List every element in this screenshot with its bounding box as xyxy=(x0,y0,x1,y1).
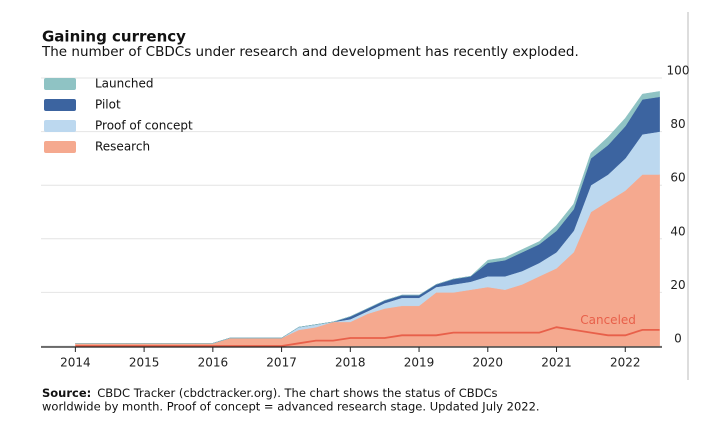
canceled-line xyxy=(75,326,660,347)
y-tick-label: 20 xyxy=(670,278,685,292)
x-tick-label: 2016 xyxy=(198,356,229,370)
x-tick-label: 2021 xyxy=(541,356,572,370)
x-tick-label: 2014 xyxy=(60,356,91,370)
x-tick-label: 2017 xyxy=(266,356,297,370)
legend-swatch xyxy=(44,78,76,90)
chart-title: Gaining currency xyxy=(42,28,186,46)
x-tick-label: 2018 xyxy=(335,356,366,370)
x-tick-label: 2020 xyxy=(473,356,504,370)
x-tick-label: 2022 xyxy=(610,356,641,370)
area xyxy=(75,174,660,347)
y-tick-label: 0 xyxy=(674,332,682,346)
x-tick-label: 2019 xyxy=(404,356,435,370)
source-note: Source: CBDC Tracker (cbdctracker.org). T… xyxy=(42,386,498,400)
legend-label: Proof of concept xyxy=(95,119,193,133)
x-tick-label: 2015 xyxy=(129,356,160,370)
legend-label: Research xyxy=(95,140,150,154)
y-tick-label: 80 xyxy=(670,117,685,131)
source-line: CBDC Tracker (cbdctracker.org). The char… xyxy=(97,386,497,400)
chart-subtitle: The number of CBDCs under research and d… xyxy=(41,44,579,60)
source-line: worldwide by month. Proof of concept = a… xyxy=(42,400,540,414)
legend-swatch xyxy=(44,141,76,153)
legend-swatch xyxy=(44,99,76,111)
legend-label: Launched xyxy=(95,77,153,91)
legend-swatch xyxy=(44,120,76,132)
legend-label: Pilot xyxy=(95,98,121,112)
y-tick-label: 60 xyxy=(670,171,685,185)
y-tick-label: 40 xyxy=(670,224,685,238)
area xyxy=(75,91,660,344)
source-label: Source: xyxy=(42,386,91,400)
y-tick-label: 100 xyxy=(667,64,690,78)
canceled-label: Canceled xyxy=(580,313,636,327)
